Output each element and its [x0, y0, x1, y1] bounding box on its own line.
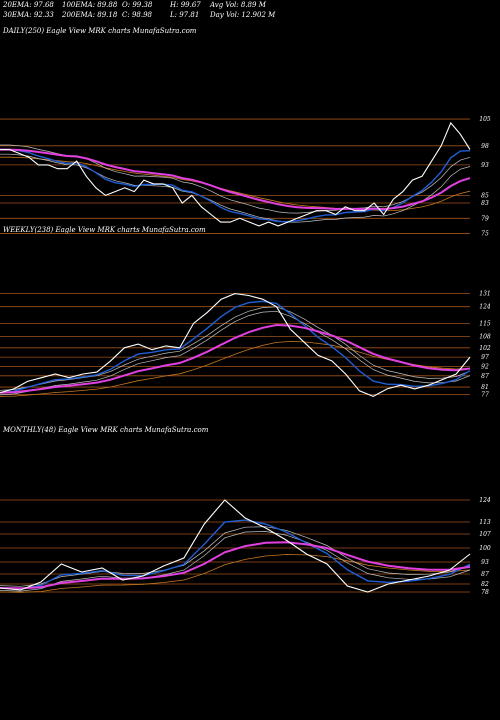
ema-orange-line [0, 156, 471, 212]
y-tick-label: 87 [481, 373, 489, 380]
ema-orange-line [0, 554, 471, 593]
y-tick-label: 102 [479, 345, 491, 352]
price-line [0, 499, 471, 593]
y-tick-label: 124 [479, 304, 491, 311]
weekly-panel-title: WEEKLY(238) Eagle View MRK charts Munafa… [3, 226, 206, 234]
ema-mid-lower-line [0, 531, 471, 592]
y-tick-label: 93 [481, 559, 489, 566]
y-tick-label: 83 [481, 200, 489, 207]
y-tick-label: 100 [479, 545, 491, 552]
y-tick-label: 77 [481, 392, 489, 399]
ema-orange-line [0, 341, 471, 397]
ema-long-line [0, 323, 471, 394]
y-tick-label: 78 [481, 589, 489, 596]
y-tick-label: 131 [479, 291, 490, 298]
y-tick-label: 82 [481, 581, 489, 588]
y-tick-label: 81 [481, 384, 489, 391]
y-tick-label: 108 [479, 334, 491, 341]
y-tick-label: 75 [481, 231, 489, 238]
ema-mid-lower-line [0, 310, 471, 396]
ema-long-line [0, 541, 471, 590]
y-tick-label: 93 [481, 162, 489, 169]
y-tick-label: 113 [479, 519, 491, 526]
price-line [0, 121, 471, 227]
y-tick-label: 79 [481, 215, 489, 222]
stat-200ema: 200EMA: 89.18 [62, 11, 118, 19]
stat-20ema: 20EMA: 97.68 [3, 1, 54, 9]
ema-mid-upper-line [0, 526, 471, 587]
stat-close: C: 98.98 [122, 11, 152, 19]
stat-avg-vol: Avg Vol: 8.89 M [210, 1, 266, 9]
y-tick-label: 87 [481, 571, 489, 578]
ema-short-line [0, 519, 471, 590]
y-tick-label: 115 [479, 321, 491, 328]
y-tick-label: 107 [479, 531, 491, 538]
y-tick-label: 97 [481, 354, 489, 361]
monthly-panel-title: MONTHLY(48) Eagle View MRK charts Munafa… [3, 426, 209, 434]
stat-30ema: 30EMA: 92.33 [3, 11, 54, 19]
ema-short-line [0, 148, 471, 223]
stat-low: L: 97.81 [170, 11, 200, 19]
stat-high: H: 99.67 [170, 1, 201, 9]
y-tick-label: 98 [481, 143, 489, 150]
stat-day-vol: Day Vol: 12.902 M [210, 11, 276, 19]
y-tick-label: 124 [479, 497, 491, 504]
ema-short-line [0, 300, 471, 394]
price-line [0, 293, 471, 398]
ema-long-line [0, 148, 471, 211]
stat-open: O: 99.38 [122, 1, 153, 9]
y-tick-label: 85 [481, 192, 489, 199]
ema-mid-lower-line [0, 153, 471, 223]
stat-100ema: 100EMA: 89.88 [62, 1, 118, 9]
daily-panel-title: DAILY(250) Eagle View MRK charts MunafaS… [3, 27, 197, 35]
y-tick-label: 92 [481, 363, 489, 370]
y-tick-label: 105 [479, 116, 491, 123]
